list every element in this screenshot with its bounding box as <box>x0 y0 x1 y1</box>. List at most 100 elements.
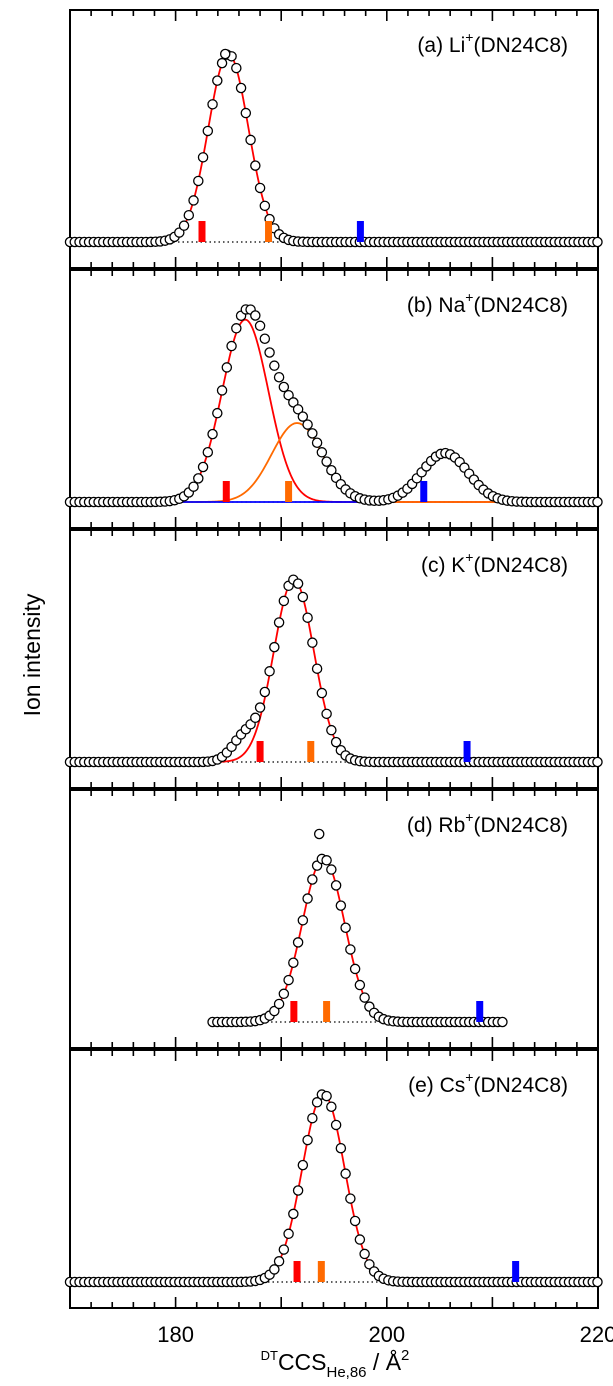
panel-label-pre: (e) Cs <box>408 1074 465 1097</box>
panel-label-pre: (a) Li <box>417 34 465 57</box>
panel-c: (c) K+(DN24C8) <box>64 529 603 789</box>
data-point <box>292 1185 304 1196</box>
data-point <box>273 371 285 383</box>
data-point <box>278 1244 290 1255</box>
data-point <box>178 220 190 231</box>
panel-d: (d) Rb+(DN24C8) <box>69 789 599 1049</box>
calc-ccs-marker-3 <box>356 221 364 242</box>
data-point <box>231 62 242 74</box>
data-point <box>592 756 603 768</box>
data-point <box>302 1134 313 1146</box>
data-point <box>311 1097 323 1108</box>
data-point <box>354 1234 366 1245</box>
calc-ccs-marker-2 <box>323 1001 331 1022</box>
x-axis-label-sub: He,86 <box>327 1364 367 1381</box>
data-point <box>321 708 332 720</box>
data-point <box>188 481 199 492</box>
data-point <box>212 407 223 419</box>
panel-b: (b) Na+(DN24C8) <box>64 269 603 529</box>
data-point <box>326 1101 337 1113</box>
data-point <box>292 937 304 948</box>
data-point <box>592 1276 603 1288</box>
data-point <box>292 404 304 415</box>
x-axis-label-pre: DT <box>261 1348 278 1363</box>
data-point <box>302 612 313 623</box>
data-point <box>216 385 228 396</box>
data-point <box>340 1168 351 1179</box>
calc-ccs-marker-3 <box>512 1261 520 1282</box>
calc-ccs-marker-2 <box>317 1261 325 1282</box>
data-point <box>592 496 603 508</box>
data-point <box>359 1248 370 1260</box>
data-point <box>321 855 332 866</box>
data-point <box>202 446 214 458</box>
data-point <box>316 687 328 699</box>
panel-label: (c) K+(DN24C8) <box>421 549 568 577</box>
data-point <box>321 456 332 467</box>
data-point <box>278 381 290 393</box>
data-point <box>297 591 309 603</box>
data-point <box>269 1005 280 1017</box>
panel-label-sup: + <box>465 29 473 45</box>
panel-label-post: (DN24C8) <box>473 554 568 577</box>
data-point <box>207 99 218 110</box>
data-point <box>292 578 304 589</box>
calc-ccs-marker-2 <box>285 481 293 502</box>
panel-label: (a) Li+(DN24C8) <box>417 29 568 57</box>
data-point <box>212 75 223 86</box>
data-point <box>245 134 256 146</box>
data-point <box>235 82 247 94</box>
data-point <box>254 182 266 194</box>
data-point <box>297 411 309 422</box>
panel-label: (d) Rb+(DN24C8) <box>407 809 568 837</box>
x-tick-label: 220 <box>580 1322 613 1347</box>
panel-label-post: (DN24C8) <box>473 814 568 837</box>
data-point <box>345 1193 356 1204</box>
data-point <box>288 397 299 408</box>
data-point <box>207 428 218 440</box>
data-point <box>330 880 342 891</box>
data-point <box>254 320 266 332</box>
calc-ccs-marker-1 <box>293 1261 301 1282</box>
data-point <box>197 461 209 473</box>
data-point <box>259 200 271 212</box>
data-point <box>335 900 347 911</box>
data-point <box>288 957 299 968</box>
panel-label-sup: + <box>465 1069 473 1085</box>
data-point <box>330 1119 342 1131</box>
panel-label-sup: + <box>465 549 473 565</box>
data-point <box>216 57 228 69</box>
x-axis-label-sup: 2 <box>401 1347 409 1364</box>
data-point <box>307 428 318 439</box>
data-point <box>202 125 214 137</box>
data-point <box>240 107 252 119</box>
y-axis-label: Ion intensity <box>19 593 45 716</box>
data-point <box>297 915 309 926</box>
data-point <box>340 922 351 934</box>
data-point <box>349 1215 361 1227</box>
calc-ccs-marker-3 <box>463 741 471 762</box>
panel-label-pre: (b) Na <box>407 294 466 317</box>
calc-ccs-marker-3 <box>420 481 428 502</box>
panel-a: (a) Li+(DN24C8) <box>64 9 603 269</box>
data-point <box>283 974 294 986</box>
data-point <box>326 864 337 875</box>
data-point <box>197 152 209 163</box>
fit-curve-1 <box>70 53 598 243</box>
panel-frame <box>69 9 599 269</box>
data-point <box>226 340 237 352</box>
calc-ccs-marker-2 <box>307 741 315 762</box>
data-point <box>219 48 231 60</box>
data-point <box>321 1090 332 1102</box>
calc-ccs-marker-3 <box>476 1001 484 1022</box>
x-tick-labels: 180 200 220 <box>157 1322 613 1347</box>
x-tick-label: 180 <box>157 1322 194 1347</box>
calc-ccs-marker-1 <box>222 481 230 502</box>
calc-ccs-marker-2 <box>265 221 273 242</box>
data-point <box>364 1259 375 1270</box>
data-point <box>302 893 313 904</box>
data-point <box>283 389 294 401</box>
fit-curve-1 <box>212 857 503 1023</box>
data-point <box>311 437 323 448</box>
x-axis-label-tail: / Å <box>367 1348 402 1375</box>
